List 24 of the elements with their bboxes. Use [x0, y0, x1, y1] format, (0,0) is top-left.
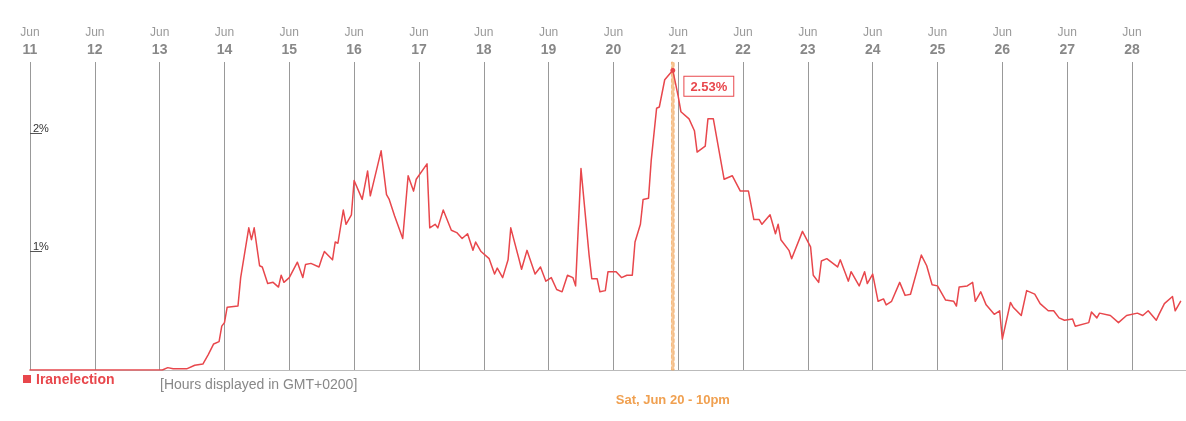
x-tick-label: Jun 15 [279, 25, 299, 57]
x-tick-label: Jun 13 [149, 25, 170, 57]
x-tick-label: Jun 14 [214, 25, 235, 57]
y-tick-label: 1% [33, 240, 50, 253]
x-tick-label: Jun 18 [474, 25, 494, 57]
x-tick-label: Jun 24 [863, 25, 883, 57]
annotation: 2.53% [690, 78, 728, 94]
x-tick-label: Jun 11 [20, 25, 40, 57]
legend-label: Iranelection [36, 371, 115, 387]
y-tick-label: 2% [33, 121, 50, 134]
x-tick-label: Jun 26 [992, 25, 1013, 57]
x-tick-label: Jun 17 [409, 25, 429, 57]
x-tick-label: Jun 27 [1057, 25, 1077, 57]
x-tick-label: Jun 23 [798, 25, 818, 57]
x-tick-label: Jun 21 [668, 25, 688, 57]
x-tick-label: Jun 20 [603, 25, 624, 57]
x-tick-label: Jun 22 [733, 25, 753, 57]
band-label: Sat, Jun 20 - 10pm [615, 391, 730, 407]
x-tick-label: Jun 25 [927, 25, 948, 57]
x-tick-label: Jun 16 [344, 25, 364, 57]
x-tick-label: Jun 12 [85, 25, 105, 57]
text: [Hours displayed in GMT+0200] [160, 376, 358, 392]
x-tick-label: Jun 19 [538, 25, 559, 57]
x-tick-label: Jun 28 [1122, 25, 1142, 57]
